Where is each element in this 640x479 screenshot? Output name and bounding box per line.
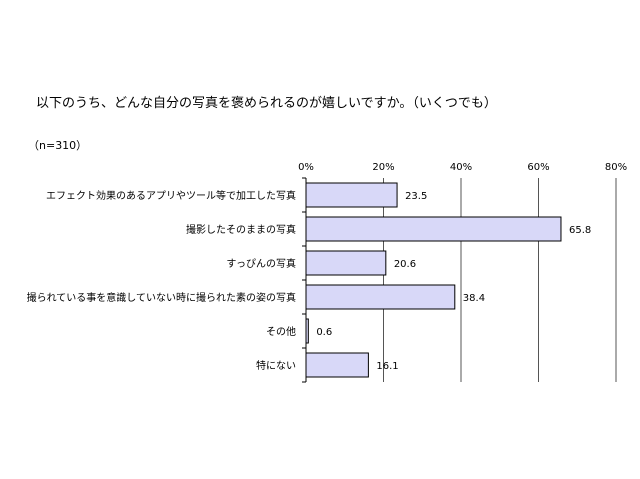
bar [305, 352, 369, 378]
category-label: 特にない [256, 360, 296, 372]
bar [305, 318, 309, 344]
category-label: 撮られている事を意識していない時に撮られた素の姿の写真 [27, 291, 296, 304]
value-label: 38.4 [463, 293, 485, 304]
chart-title: 以下のうち、どんな自分の写真を褒められるのが嬉しいですか。（いくつでも） [36, 96, 497, 111]
category-label: その他 [266, 325, 296, 338]
x-tick-label: 80% [605, 162, 627, 173]
x-tick-label: 40% [450, 162, 472, 173]
bar [305, 182, 398, 208]
category-label: すっぴんの写真 [226, 257, 296, 270]
value-label: 20.6 [394, 259, 416, 270]
sample-size-label: （n=310） [28, 139, 88, 152]
value-label: 0.6 [316, 327, 332, 338]
bar [305, 216, 562, 242]
x-tick-label: 60% [527, 162, 549, 173]
bar [305, 250, 387, 276]
value-label: 16.1 [376, 361, 398, 372]
x-tick-label: 0% [298, 162, 314, 173]
category-label: エフェクト効果のあるアプリやツール等で加工した写真 [46, 189, 296, 202]
value-label: 65.8 [569, 225, 591, 236]
category-label: 撮影したそのままの写真 [186, 223, 296, 236]
value-label: 23.5 [405, 191, 427, 202]
bar [305, 284, 456, 310]
x-tick-label: 20% [372, 162, 394, 173]
